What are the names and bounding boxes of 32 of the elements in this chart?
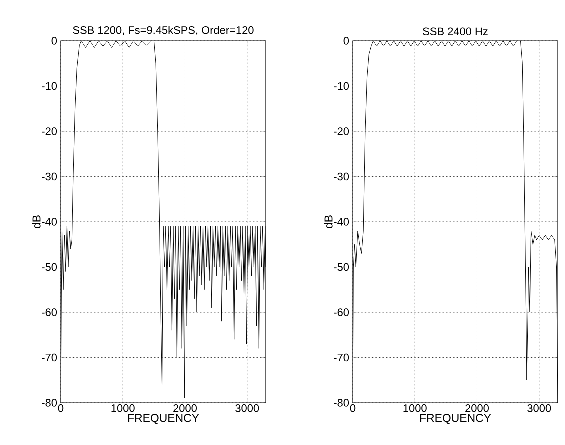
- chart-title: SSB 2400 Hz: [423, 28, 488, 36]
- y-tick-label: 0: [52, 37, 58, 45]
- y-tick-label: -10: [334, 82, 350, 90]
- y-tick-label: -80: [42, 399, 58, 407]
- x-tick-label: 3000: [528, 404, 552, 412]
- y-tick-label: -30: [42, 172, 58, 181]
- y-tick-label: -40: [42, 218, 58, 226]
- y-tick-label: -20: [42, 128, 58, 136]
- y-tick-label: 0: [344, 37, 350, 45]
- x-tick-label: 3000: [236, 404, 260, 412]
- y-tick-label: -80: [334, 399, 350, 407]
- y-tick-label: -70: [42, 354, 58, 362]
- x-tick-label: 1000: [404, 404, 427, 412]
- y-tick-label: -50: [42, 263, 58, 272]
- chart-title: SSB 1200, Fs=9.45kSPS, Order=120: [73, 26, 254, 36]
- y-tick-label: -40: [334, 218, 350, 226]
- y-tick-label: -60: [334, 308, 350, 316]
- y-tick-label: -30: [334, 172, 350, 181]
- x-tick-label: 1000: [112, 404, 135, 412]
- x-axis-title: FREQUENCY: [128, 414, 200, 424]
- y-tick-label: -60: [42, 308, 58, 316]
- x-tick-label: 0: [58, 404, 64, 412]
- y-axis-title: dB: [32, 216, 41, 229]
- x-tick-label: 2000: [466, 404, 489, 412]
- x-tick-label: 2000: [174, 404, 197, 412]
- x-axis-title: FREQUENCY: [420, 414, 492, 424]
- y-tick-label: -70: [334, 354, 350, 362]
- y-tick-label: -10: [42, 82, 58, 90]
- y-tick-label: -20: [334, 128, 350, 136]
- y-axis-title: dB: [324, 216, 333, 229]
- y-tick-label: -50: [334, 263, 350, 272]
- x-tick-label: 0: [350, 404, 356, 412]
